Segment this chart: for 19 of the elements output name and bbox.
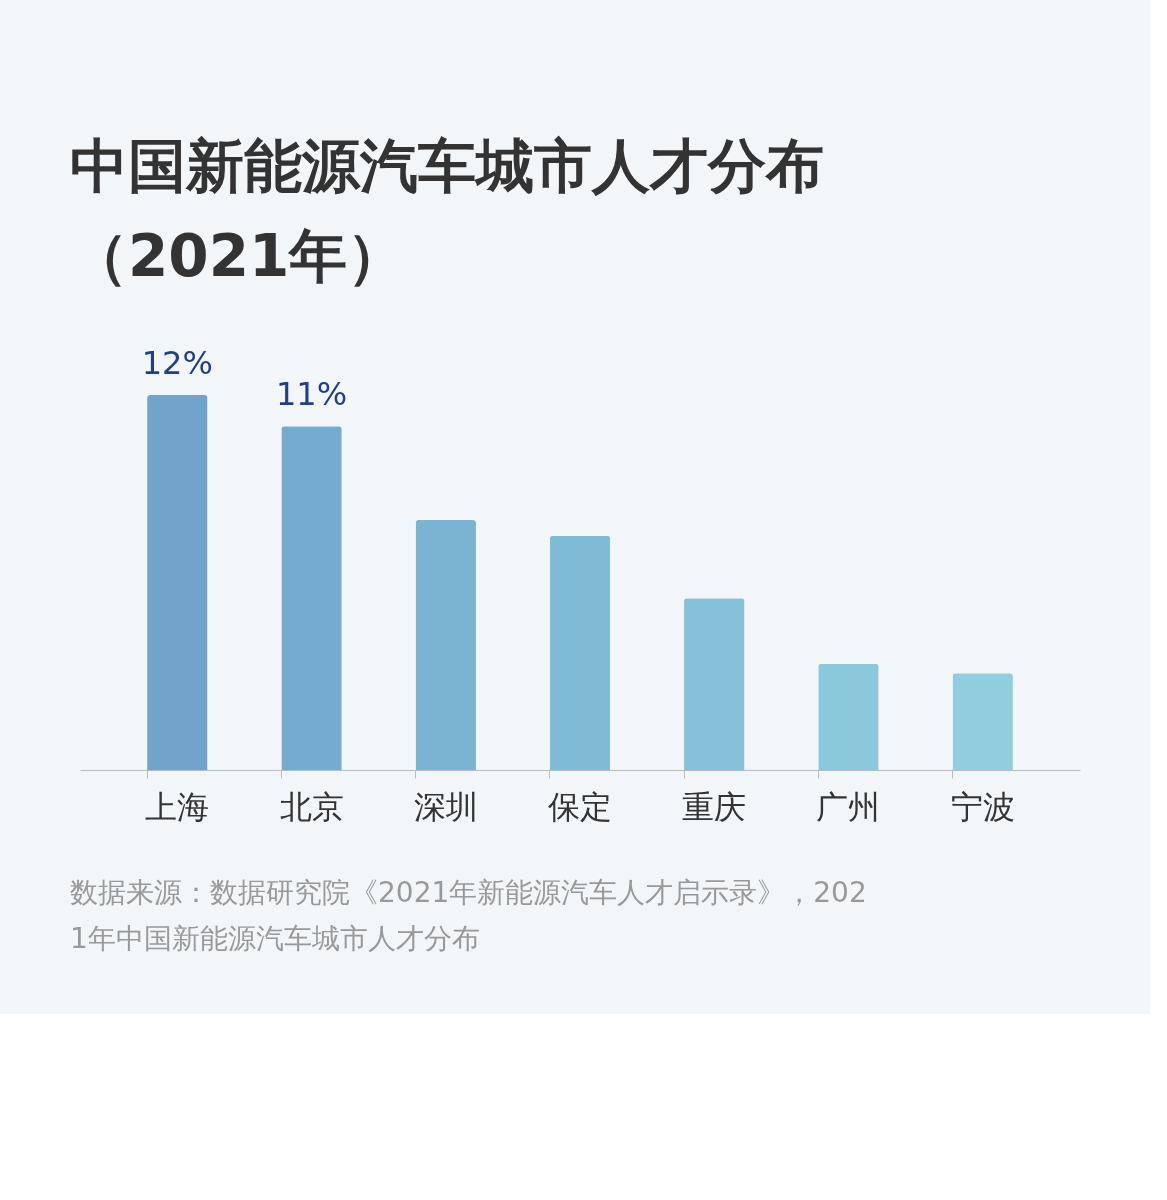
bar bbox=[818, 663, 879, 770]
text: 中国新能源汽车城市人才分布 bbox=[70, 132, 824, 200]
x-tick-label: 上海 bbox=[145, 787, 210, 826]
bar bbox=[147, 395, 208, 770]
data-label: 12% bbox=[141, 344, 213, 382]
bar bbox=[684, 598, 745, 770]
x-tick-label: 宁波 bbox=[950, 787, 1015, 826]
bar bbox=[952, 673, 1013, 770]
x-tick-label: 深圳 bbox=[413, 787, 478, 826]
text: （2021年） bbox=[70, 222, 406, 290]
source-note: 数据来源：数据研究院《2021年新能源汽车人才启示录》，2021年中国新能源汽车城市人才分布 bbox=[70, 876, 867, 955]
bar bbox=[281, 426, 342, 770]
data-label: 11% bbox=[275, 375, 348, 414]
x-tick-label: 重庆 bbox=[682, 787, 747, 826]
x-tick-label: 北京 bbox=[279, 787, 344, 826]
bar bbox=[415, 520, 476, 770]
bar bbox=[549, 535, 611, 770]
x-tick-label: 保定 bbox=[548, 787, 612, 826]
x-tick-label: 广州 bbox=[816, 787, 881, 826]
